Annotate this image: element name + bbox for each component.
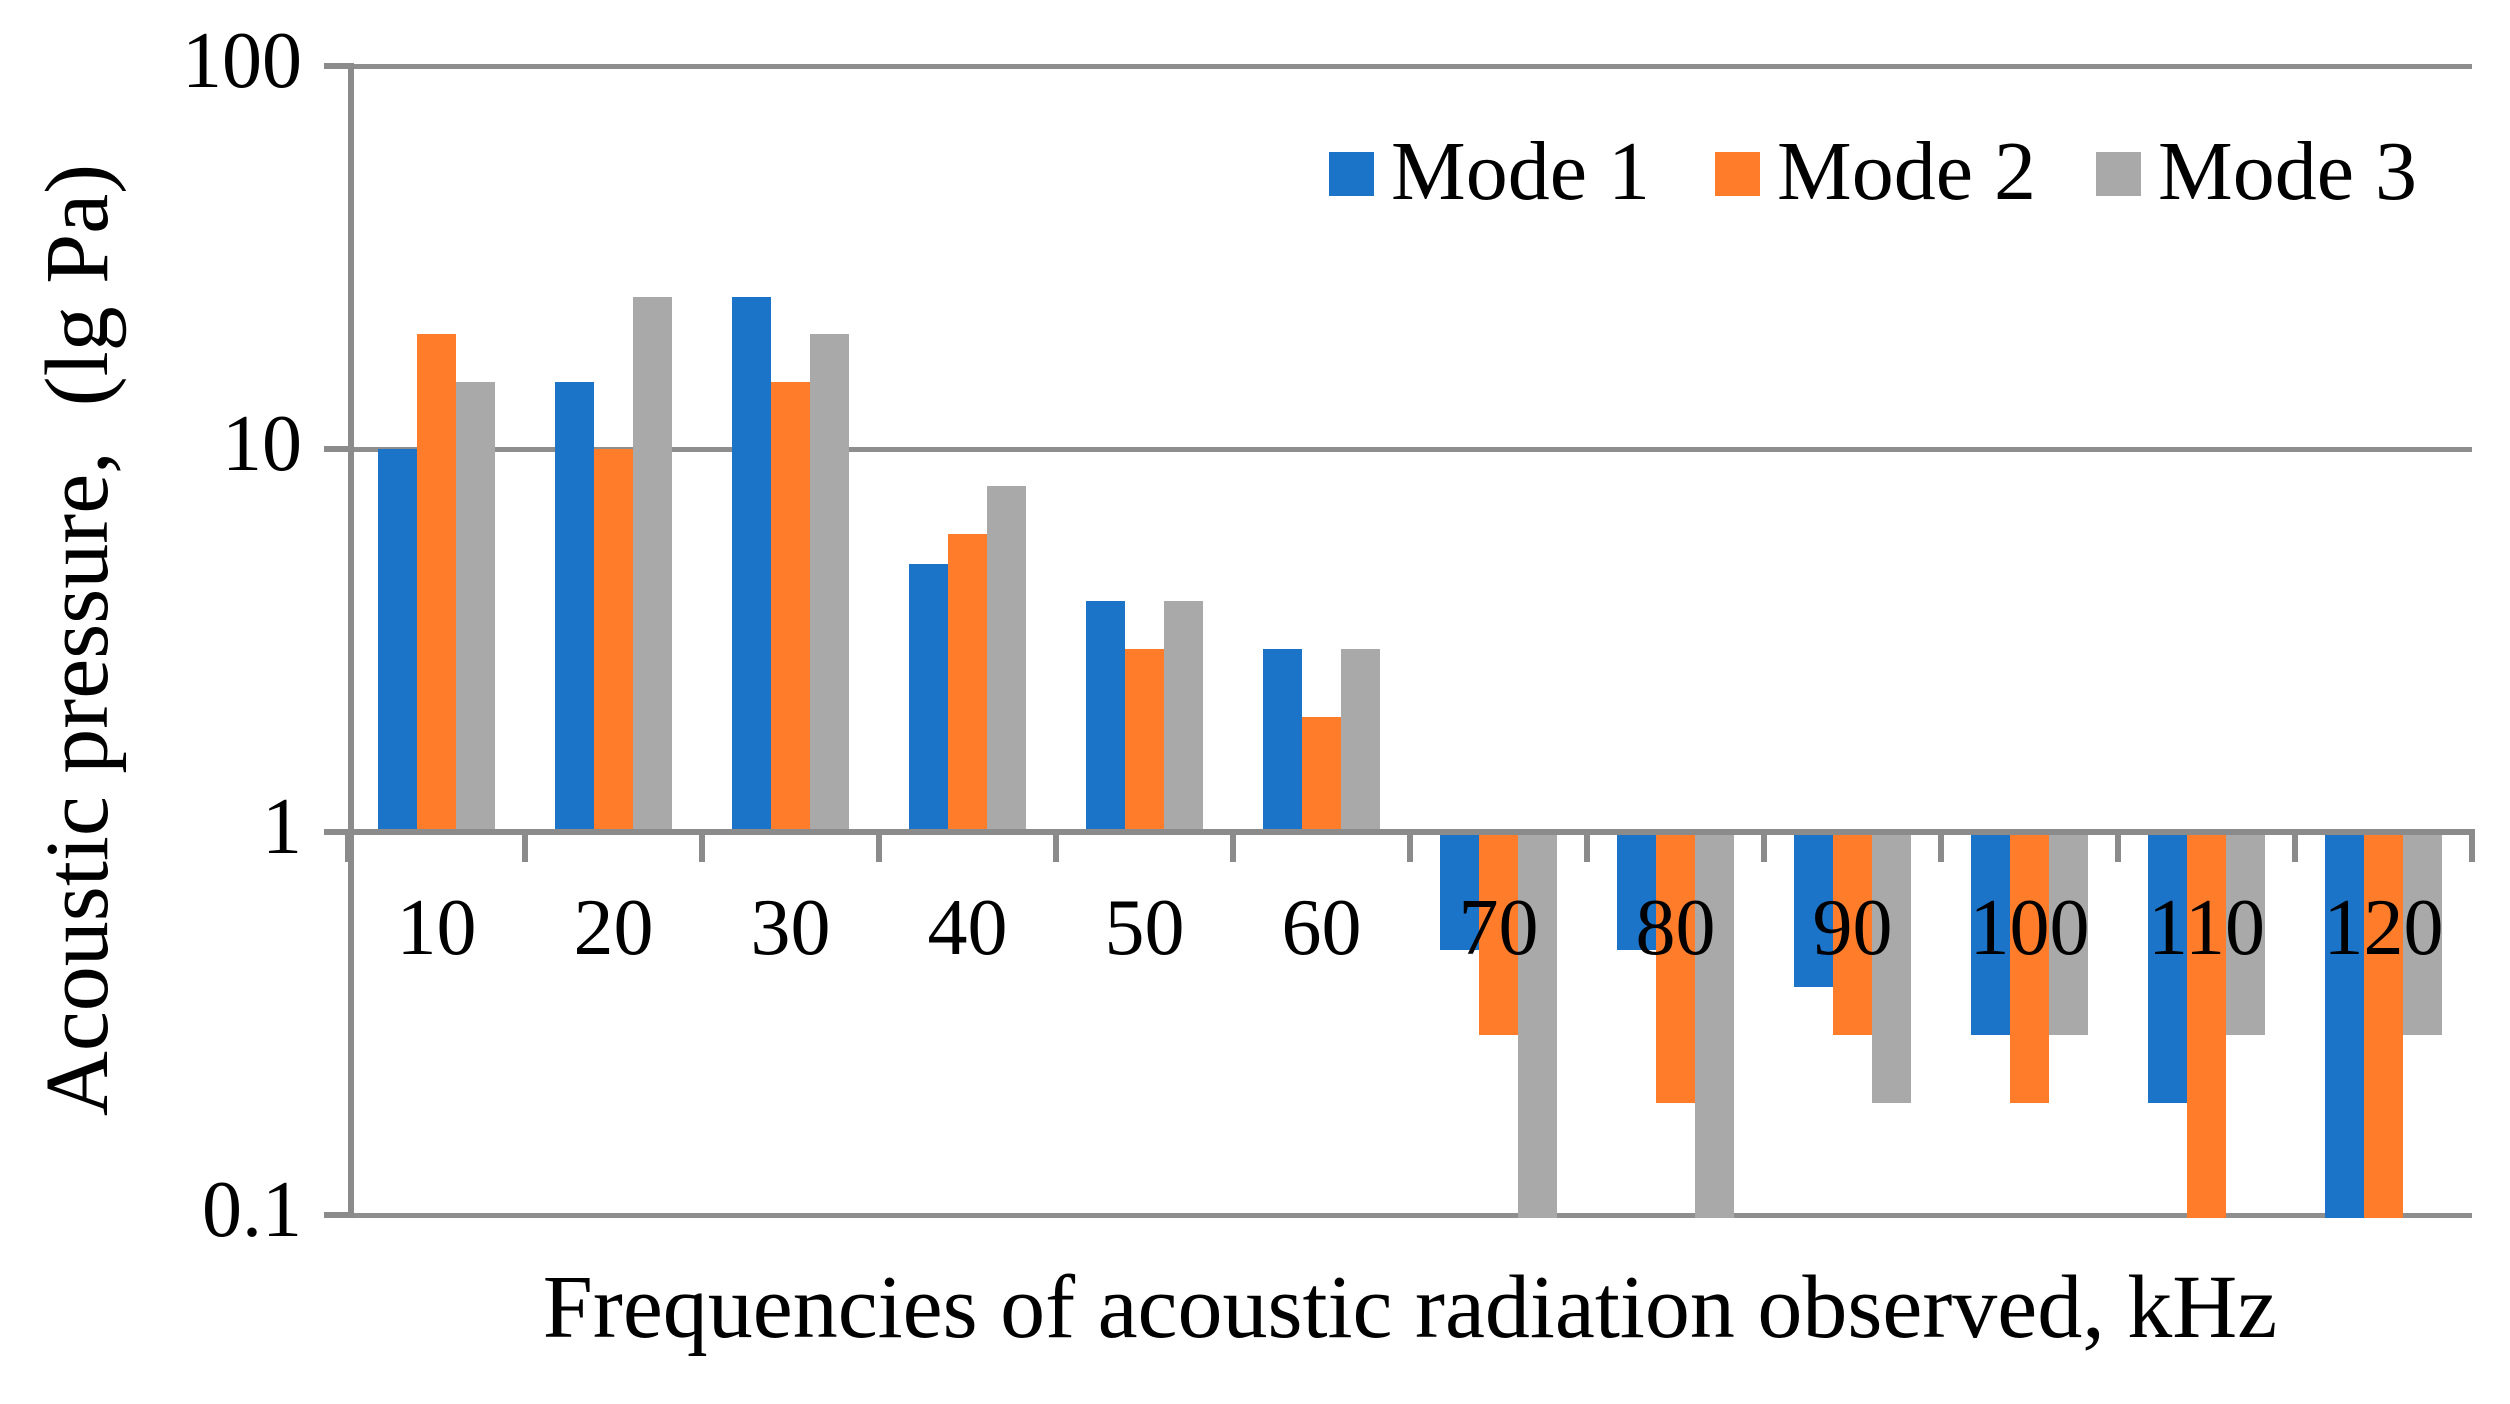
x-tick-mark — [1938, 832, 1944, 862]
x-tick-label-50: 50 — [1104, 884, 1185, 972]
x-tick-mark — [345, 832, 351, 862]
gridline-100 — [348, 64, 2472, 69]
x-tick-mark — [699, 832, 705, 862]
bar-mode2-90 — [1833, 830, 1872, 1035]
x-tick-mark — [2115, 832, 2121, 862]
bar-mode2-100 — [2010, 830, 2049, 1103]
bar-mode3-70 — [1518, 830, 1557, 1218]
x-tick-label-70: 70 — [1458, 884, 1539, 972]
x-tick-label-100: 100 — [1969, 884, 2090, 972]
bar-mode2-120 — [2364, 830, 2403, 1218]
x-tick-label-90: 90 — [1812, 884, 1893, 972]
y-tick-mark — [324, 63, 348, 69]
bar-mode1-10 — [378, 449, 417, 835]
bar-mode2-30 — [771, 382, 810, 835]
bar-mode1-50 — [1086, 601, 1125, 835]
y-tick-label-0.1: 0.1 — [202, 1166, 302, 1254]
bar-mode2-110 — [2187, 830, 2226, 1218]
bar-mode1-110 — [2148, 830, 2187, 1103]
legend-label-mode3: Mode 3 — [2158, 125, 2417, 218]
legend: Mode 1 Mode 2 Mode 3 — [0, 0, 2510, 250]
y-tick-label-10: 10 — [222, 400, 302, 488]
x-tick-mark — [2469, 832, 2475, 862]
gridline-10 — [348, 447, 2472, 452]
y-tick-mark — [324, 829, 348, 835]
bar-mode3-90 — [1872, 830, 1911, 1103]
x-tick-label-30: 30 — [750, 884, 831, 972]
legend-label-mode1: Mode 1 — [1391, 125, 1650, 218]
x-tick-mark — [1761, 832, 1767, 862]
x-axis-title: Frequencies of acoustic radiation observ… — [542, 1258, 2278, 1357]
x-tick-mark — [1584, 832, 1590, 862]
bar-mode2-40 — [948, 534, 987, 835]
x-tick-mark — [1230, 832, 1236, 862]
bar-mode2-80 — [1656, 830, 1695, 1103]
bar-mode2-10 — [417, 334, 456, 835]
gridline-0.1 — [348, 1213, 2472, 1218]
legend-swatch-mode2 — [1715, 152, 1760, 196]
y-axis-line — [348, 63, 354, 1218]
legend-swatch-mode1 — [1329, 152, 1374, 196]
y-tick-mark — [324, 1212, 348, 1218]
x-tick-label-60: 60 — [1281, 884, 1362, 972]
legend-label-mode2: Mode 2 — [1777, 125, 2036, 218]
x-tick-label-110: 110 — [2147, 884, 2266, 972]
bar-mode3-50 — [1164, 601, 1203, 835]
x-tick-mark — [876, 832, 882, 862]
x-tick-mark — [2292, 832, 2298, 862]
y-tick-label-1: 1 — [262, 783, 302, 871]
y-axis-title: Acoustic pressure, (lg Pa) — [28, 163, 127, 1117]
bar-mode1-120 — [2325, 830, 2364, 1218]
bar-mode2-70 — [1479, 830, 1518, 1035]
bar-mode1-20 — [555, 382, 594, 835]
bar-mode1-100 — [1971, 830, 2010, 1035]
bar-mode1-90 — [1794, 830, 1833, 987]
bar-mode3-80 — [1695, 830, 1734, 1218]
y-tick-label-100: 100 — [182, 17, 302, 105]
bar-mode3-30 — [810, 334, 849, 835]
bar-mode3-20 — [633, 297, 672, 835]
bar-mode2-50 — [1125, 649, 1164, 835]
x-tick-mark — [522, 832, 528, 862]
legend-swatch-mode3 — [2096, 152, 2141, 196]
bar-mode3-10 — [456, 382, 495, 835]
bar-mode2-20 — [594, 449, 633, 835]
x-tick-label-40: 40 — [927, 884, 1008, 972]
bar-mode2-60 — [1302, 717, 1341, 835]
x-tick-label-120: 120 — [2323, 884, 2444, 972]
x-tick-mark — [1407, 832, 1413, 862]
y-tick-mark — [324, 446, 348, 452]
x-tick-label-80: 80 — [1635, 884, 1716, 972]
bar-mode1-70 — [1440, 830, 1479, 950]
bar-mode3-120 — [2403, 830, 2442, 1035]
bar-mode3-40 — [987, 486, 1026, 835]
x-tick-label-10: 10 — [396, 884, 477, 972]
bar-mode1-60 — [1263, 649, 1302, 835]
bar-mode3-110 — [2226, 830, 2265, 1035]
bar-mode1-40 — [909, 564, 948, 835]
bar-mode3-60 — [1341, 649, 1380, 835]
bar-mode1-80 — [1617, 830, 1656, 950]
bar-mode3-100 — [2049, 830, 2088, 1035]
bar-mode1-30 — [732, 297, 771, 835]
x-tick-label-20: 20 — [573, 884, 654, 972]
x-tick-mark — [1053, 832, 1059, 862]
